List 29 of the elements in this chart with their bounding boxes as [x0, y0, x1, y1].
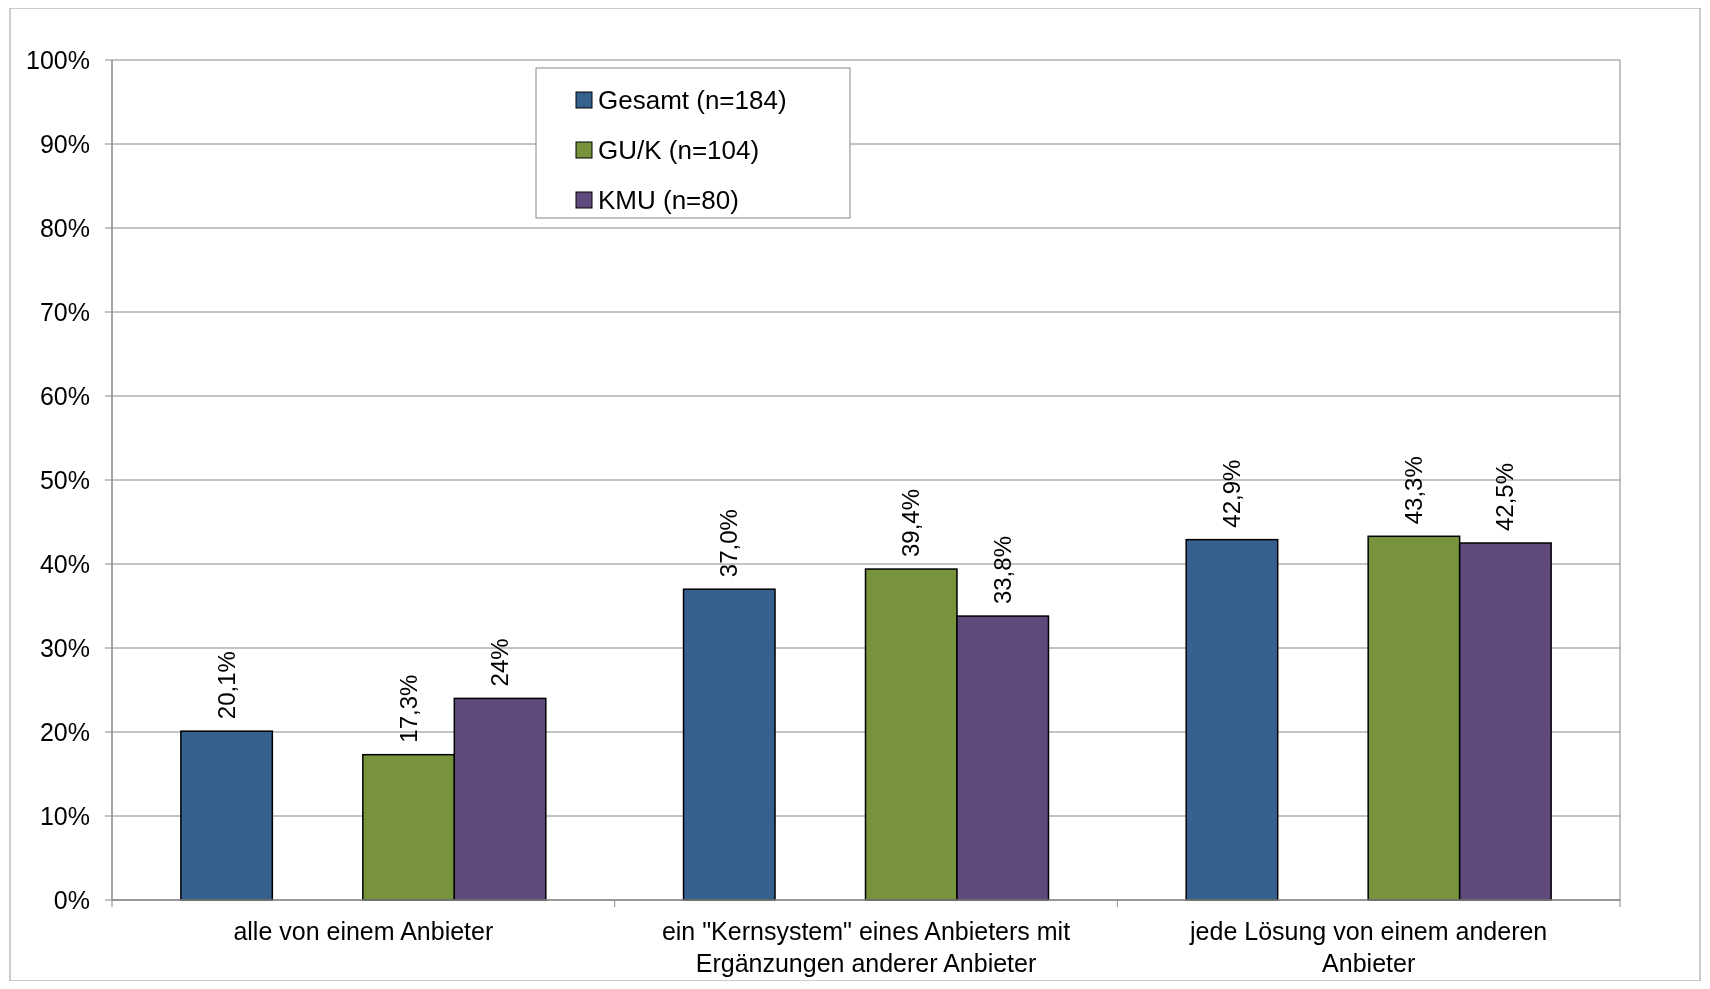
y-tick-label: 60% [39, 381, 90, 410]
data-label: 17,3% [394, 674, 422, 743]
data-label: 39,4% [897, 488, 925, 558]
data-label: 42,5% [1491, 462, 1519, 531]
legend-label: GU/K (n=104) [598, 135, 760, 166]
y-tick-label: 100% [26, 45, 90, 74]
data-label: 24% [486, 638, 514, 687]
data-label: 33,8% [988, 536, 1016, 605]
data-label: 37,0% [715, 509, 743, 578]
y-tick-label: 30% [39, 633, 90, 662]
bar [1185, 538, 1279, 901]
legend-label: KMU (n=80) [598, 185, 739, 216]
y-tick-label: 80% [39, 213, 90, 242]
y-tick-label: 10% [39, 801, 90, 830]
x-tick-label: jede Lösung von einem anderen Anbieter [1189, 917, 1548, 977]
x-tick-label: ein "Kernsystem" eines Anbieters mit Ergänzungen anderer Anbieter [661, 917, 1071, 977]
x-tick-label: alle von einem Anbieter [233, 917, 494, 945]
bar [682, 588, 776, 901]
y-tick-label: 90% [39, 129, 90, 158]
y-tick-label: 50% [39, 465, 90, 494]
data-label: 42,9% [1217, 459, 1245, 528]
y-tick-label: 0% [53, 885, 90, 914]
y-tick-label: 20% [39, 717, 90, 746]
y-tick-label: 40% [39, 549, 90, 578]
data-label: 43,3% [1399, 456, 1427, 525]
legend-label: Gesamt (n=184) [598, 85, 787, 116]
data-label: 20,1% [212, 651, 240, 720]
y-tick-label: 70% [39, 297, 90, 326]
bar [180, 730, 274, 901]
